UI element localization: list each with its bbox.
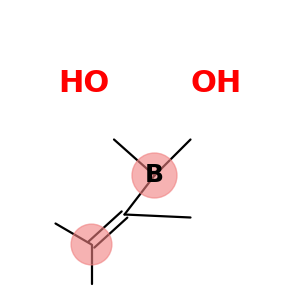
Text: B: B — [145, 164, 164, 188]
Text: OH: OH — [190, 70, 242, 98]
Text: HO: HO — [58, 70, 110, 98]
Circle shape — [71, 224, 112, 265]
Circle shape — [132, 153, 177, 198]
